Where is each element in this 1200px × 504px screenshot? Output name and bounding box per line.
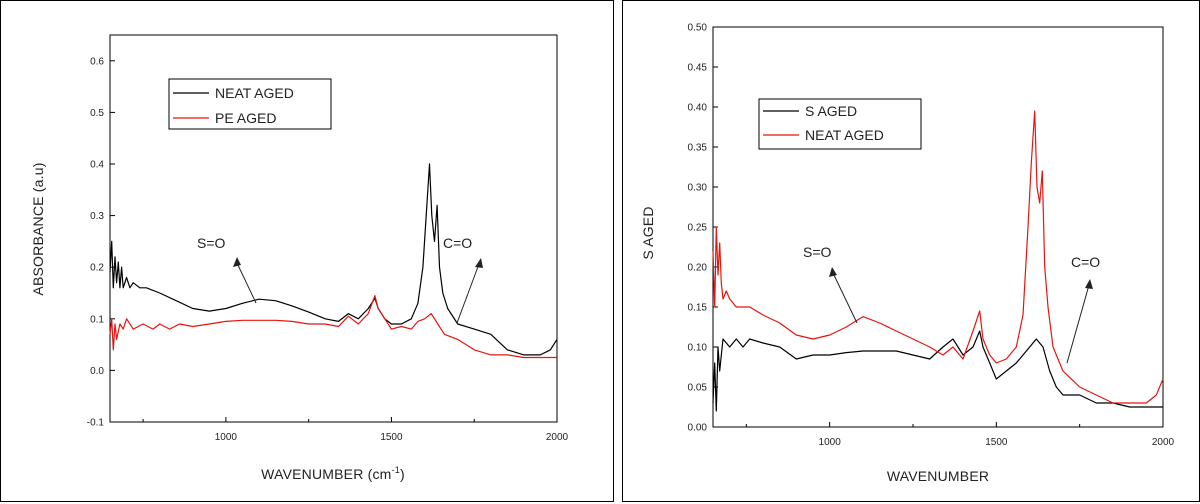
y-tick-label: 0.00 — [688, 423, 708, 434]
annotation-s-o-arrowhead — [233, 257, 241, 267]
annotation-c-o-arrowhead — [475, 258, 483, 268]
annotation-s-o: S=O — [197, 235, 226, 251]
y-tick-label: -0.1 — [87, 418, 105, 429]
series-line-neat-aged — [712, 110, 1164, 404]
series-group — [712, 110, 1164, 412]
x-tick-label: 1500 — [985, 437, 1008, 448]
x-tick-label: 1000 — [819, 437, 842, 448]
y-tick-label: 0.6 — [90, 56, 104, 67]
x-tick-label: 2000 — [546, 432, 569, 443]
legend-label-s-aged: S AGED — [805, 103, 857, 119]
y-tick-label: 0.4 — [90, 160, 104, 171]
annotation-c-o: C=O — [1071, 254, 1100, 270]
s-aged-chart: 1000 1500 2000 0.00 0.05 0.10 0.15 0.20 0.25 0.30… — [640, 23, 1175, 485]
y-tick-label: 0.10 — [688, 343, 708, 354]
axis-ticks: 1000 1500 2000 0.00 0.05 0.10 0.15 0.20 0.25 0.30… — [688, 23, 1175, 449]
annotations: S=O C=O — [197, 235, 483, 324]
legend: NEAT AGED PE AGED — [168, 78, 332, 130]
y-tick-label: 0.30 — [688, 183, 708, 194]
plot-frame — [109, 34, 558, 423]
y-tick-label: 0.15 — [688, 303, 708, 314]
y-axis-title: S AGED — [640, 206, 656, 259]
y-tick-label: 0.3 — [90, 211, 104, 222]
series-line-neat-aged — [109, 163, 558, 356]
y-tick-label: 0.2 — [90, 263, 104, 274]
y-tick-label: 0.20 — [688, 263, 708, 274]
series-line-pe-aged — [109, 295, 557, 359]
annotation-c-o-arrow — [1066, 284, 1090, 364]
annotation-s-o: S=O — [803, 244, 832, 260]
chart-panel-right: 1000 1500 2000 0.00 0.05 0.10 0.15 0.20 0.25 0.30… — [622, 0, 1200, 502]
x-axis-title: WAVENUMBER (cm-1) — [261, 465, 405, 482]
legend: S AGED NEAT AGED — [758, 98, 922, 150]
y-tick-label: 0.1 — [90, 314, 104, 325]
y-tick-label: 0.35 — [688, 143, 708, 154]
series-line-s-aged — [712, 330, 1163, 412]
annotation-s-o-arrow — [832, 272, 858, 324]
y-tick-label: 0.40 — [688, 103, 708, 114]
legend-label-neat-aged: NEAT AGED — [215, 85, 294, 101]
y-axis-title: ABSORBANCE (a.u) — [30, 162, 46, 295]
plot-frame — [712, 26, 1164, 428]
legend-box — [168, 78, 332, 130]
series-group — [109, 163, 558, 359]
x-axis-title: WAVENUMBER — [887, 468, 989, 484]
annotation-s-o-arrowhead — [829, 267, 837, 277]
y-tick-label: 0.05 — [688, 383, 708, 394]
legend-box — [758, 98, 922, 150]
annotation-c-o-arrow — [456, 263, 480, 324]
y-tick-label: 0.25 — [688, 223, 708, 234]
x-tick-label: 2000 — [1152, 437, 1175, 448]
legend-label-neat-aged: NEAT AGED — [805, 127, 884, 143]
absorbance-chart: 1000 1500 2000 -0.1 0.0 0.1 0.2 0.3 0.4 0.5 0.6 NE… — [30, 34, 569, 482]
y-tick-label: 0.45 — [688, 63, 708, 74]
y-tick-label: 0.50 — [688, 23, 708, 34]
annotation-c-o: C=O — [443, 235, 472, 251]
x-tick-label: 1500 — [380, 432, 403, 443]
annotation-c-o-arrowhead — [1085, 279, 1093, 289]
annotation-s-o-arrow — [236, 262, 257, 304]
x-tick-label: 1000 — [215, 432, 238, 443]
legend-label-pe-aged: PE AGED — [215, 110, 276, 126]
y-tick-label: 0.5 — [90, 108, 104, 119]
annotations: S=O C=O — [803, 244, 1100, 364]
y-tick-label: 0.0 — [90, 366, 104, 377]
chart-panel-left: 1000 1500 2000 -0.1 0.0 0.1 0.2 0.3 0.4 0.5 0.6 NE… — [0, 0, 614, 502]
